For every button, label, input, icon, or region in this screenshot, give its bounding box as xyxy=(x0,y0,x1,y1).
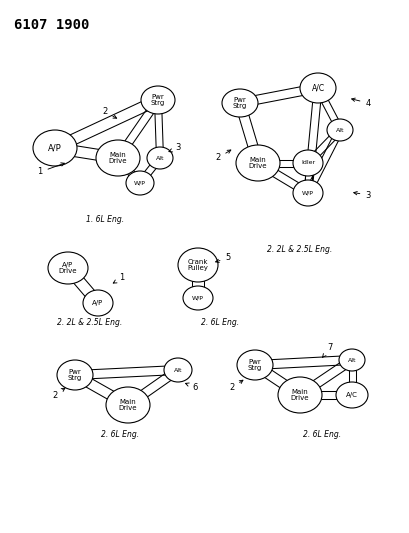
Ellipse shape xyxy=(221,89,257,117)
Text: 2. 2L & 2.5L Eng.: 2. 2L & 2.5L Eng. xyxy=(267,245,332,254)
Text: Main
Drive: Main Drive xyxy=(248,157,267,169)
Ellipse shape xyxy=(277,377,321,413)
Ellipse shape xyxy=(83,290,113,316)
Ellipse shape xyxy=(335,382,367,408)
Text: 2. 6L Eng.: 2. 6L Eng. xyxy=(200,318,238,327)
Ellipse shape xyxy=(182,286,213,310)
Text: Pwr
Strg: Pwr Strg xyxy=(232,97,247,109)
Text: 1: 1 xyxy=(37,163,64,176)
Text: A/P: A/P xyxy=(92,300,103,306)
Text: 6107 1900: 6107 1900 xyxy=(14,18,89,32)
Text: 6: 6 xyxy=(185,383,197,392)
Ellipse shape xyxy=(141,86,175,114)
Text: A/C: A/C xyxy=(345,392,357,398)
Text: Main
Drive: Main Drive xyxy=(119,399,137,411)
Text: Pwr
Strg: Pwr Strg xyxy=(68,369,82,381)
Text: 5: 5 xyxy=(215,254,230,262)
Text: 3: 3 xyxy=(353,190,370,199)
Text: A/P
Drive: A/P Drive xyxy=(58,262,77,274)
Ellipse shape xyxy=(96,140,139,176)
Ellipse shape xyxy=(48,252,88,284)
Text: 2: 2 xyxy=(102,108,117,118)
Text: Crank
Pulley: Crank Pulley xyxy=(187,259,208,271)
Text: 2: 2 xyxy=(229,380,242,392)
Ellipse shape xyxy=(326,119,352,141)
Text: A/P: A/P xyxy=(48,143,62,152)
Text: 3: 3 xyxy=(169,143,180,152)
Ellipse shape xyxy=(126,171,154,195)
Ellipse shape xyxy=(57,360,93,390)
Text: Alt: Alt xyxy=(155,156,164,160)
Ellipse shape xyxy=(292,180,322,206)
Ellipse shape xyxy=(299,73,335,103)
Ellipse shape xyxy=(236,145,279,181)
Ellipse shape xyxy=(33,130,77,166)
Ellipse shape xyxy=(236,350,272,380)
Ellipse shape xyxy=(106,387,150,423)
Ellipse shape xyxy=(164,358,191,382)
Ellipse shape xyxy=(338,349,364,371)
Ellipse shape xyxy=(292,150,322,176)
Text: W/P: W/P xyxy=(301,190,313,196)
Text: A/C: A/C xyxy=(311,84,324,93)
Text: Alt: Alt xyxy=(347,358,355,362)
Text: W/P: W/P xyxy=(191,295,203,301)
Ellipse shape xyxy=(178,248,218,282)
Text: 2: 2 xyxy=(52,388,65,400)
Ellipse shape xyxy=(147,147,173,169)
Text: Alt: Alt xyxy=(335,127,344,133)
Text: Pwr
Strg: Pwr Strg xyxy=(247,359,261,372)
Text: 2. 6L Eng.: 2. 6L Eng. xyxy=(101,430,139,439)
Text: 2. 2L & 2.5L Eng.: 2. 2L & 2.5L Eng. xyxy=(57,318,122,327)
Text: Main
Drive: Main Drive xyxy=(108,152,127,164)
Text: W/P: W/P xyxy=(134,181,146,185)
Text: 2. 6L Eng.: 2. 6L Eng. xyxy=(302,430,340,439)
Text: Alt: Alt xyxy=(173,367,182,373)
Text: Main
Drive: Main Drive xyxy=(290,389,308,401)
Text: 1: 1 xyxy=(113,273,124,283)
Text: 7: 7 xyxy=(322,343,332,357)
Text: 1. 6L Eng.: 1. 6L Eng. xyxy=(86,215,124,224)
Text: 4: 4 xyxy=(351,98,370,108)
Text: 2: 2 xyxy=(215,150,230,163)
Text: Pwr
Strg: Pwr Strg xyxy=(151,94,165,106)
Text: Idler: Idler xyxy=(300,160,314,166)
